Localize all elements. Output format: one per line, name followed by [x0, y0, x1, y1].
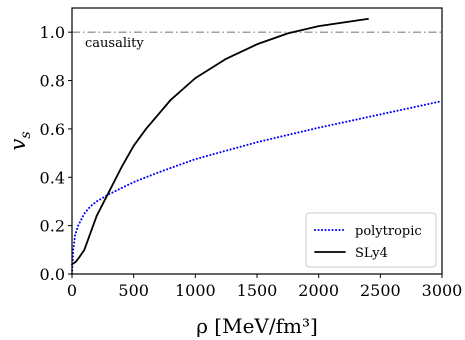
legend-label-sly4: SLy4: [355, 246, 388, 261]
legend-label-polytropic: polytropic: [355, 224, 422, 239]
y-tick-label: 0.0: [40, 265, 65, 284]
series-line-polytropic: [71, 100, 443, 275]
y-tick-label: 0.6: [40, 120, 65, 139]
x-tick-label: 3000: [422, 281, 463, 300]
legend-box: [305, 212, 437, 268]
x-axis-label: ρ [MeV/fm³]: [196, 314, 318, 338]
y-tick-label: 0.4: [40, 168, 65, 187]
x-tick-label: 500: [118, 281, 149, 300]
y-tick-label: 1.0: [40, 23, 65, 42]
x-tick-label: 0: [67, 281, 77, 300]
y-tick-label: 0.8: [40, 72, 65, 91]
series-line-sly4: [71, 17, 369, 266]
y-tick-label: 0.2: [40, 217, 65, 236]
y-axis-label: vs: [6, 131, 34, 150]
x-tick-label: 1000: [175, 281, 216, 300]
x-tick-label: 2500: [360, 281, 401, 300]
x-tick-label: 2000: [298, 281, 339, 300]
causality-label: causality: [85, 36, 144, 51]
x-tick-label: 1500: [237, 281, 278, 300]
